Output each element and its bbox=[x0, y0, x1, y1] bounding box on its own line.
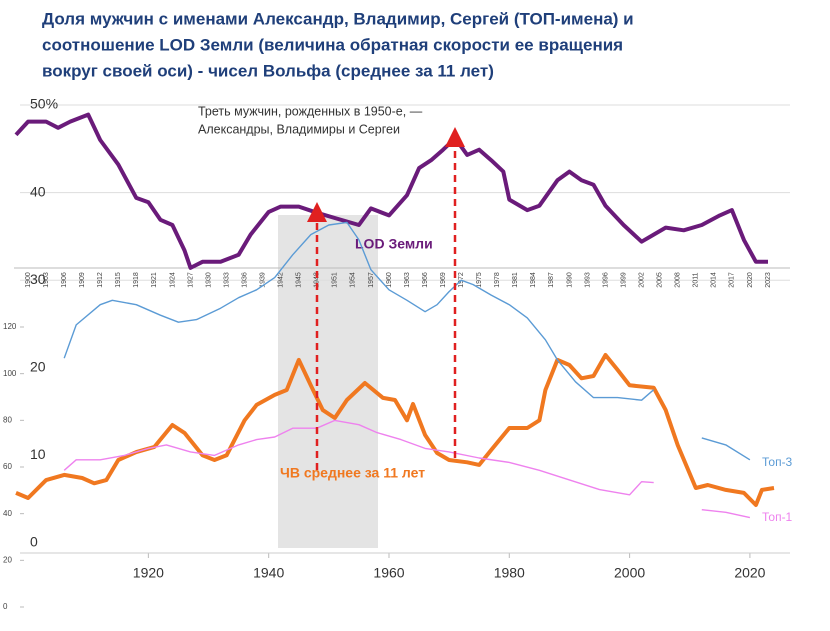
y-tick-label: 30 bbox=[30, 271, 46, 287]
y-tick-label: 10 bbox=[30, 446, 46, 462]
x-tick-label: 2020 bbox=[734, 565, 765, 581]
top-x-tick-label: 2002 bbox=[638, 272, 645, 288]
top-x-tick-label: 2023 bbox=[765, 272, 772, 288]
top-x-tick-label: 1924 bbox=[169, 272, 176, 288]
y-tick-label: 50% bbox=[30, 96, 58, 112]
chart-title: соотношение LOD Земли (величина обратная… bbox=[42, 35, 623, 54]
x-tick-label: 1960 bbox=[373, 565, 404, 581]
x-tick-label: 1940 bbox=[253, 565, 284, 581]
y2-tick-label: 40 bbox=[3, 509, 12, 518]
top-x-tick-label: 1969 bbox=[440, 272, 447, 288]
y2-tick-label: 100 bbox=[3, 369, 17, 378]
series-label: Топ-3 bbox=[762, 455, 793, 469]
top-x-tick-label: 1966 bbox=[422, 272, 429, 288]
series-line bbox=[63, 221, 751, 461]
top-x-tick-label: 1951 bbox=[332, 272, 339, 288]
series-line bbox=[14, 112, 768, 270]
y-tick-label: 0 bbox=[30, 534, 38, 550]
top-x-tick-label: 1927 bbox=[187, 272, 194, 288]
top-x-tick-label: 1915 bbox=[115, 272, 122, 288]
top-x-tick-label: 2014 bbox=[711, 272, 718, 288]
y2-tick-label: 120 bbox=[3, 322, 17, 331]
top-x-tick-label: 1939 bbox=[260, 272, 267, 288]
top-x-tick-label: 2008 bbox=[675, 272, 682, 288]
top-x-tick-label: 2020 bbox=[747, 272, 754, 288]
annotation: Треть мужчин, рожденных в 1950-е, — bbox=[198, 104, 423, 118]
top-x-tick-label: 1987 bbox=[548, 272, 555, 288]
y-tick-label: 20 bbox=[30, 359, 46, 375]
top-x-tick-label: 1975 bbox=[476, 272, 483, 288]
chart-title: вокруг своей оси) - чисел Вольфа (средне… bbox=[42, 61, 494, 80]
top-x-tick-label: 1990 bbox=[566, 272, 573, 288]
top-x-tick-label: 1957 bbox=[368, 272, 375, 288]
top-x-tick-label: 1960 bbox=[386, 272, 393, 288]
top-x-tick-label: 1999 bbox=[620, 272, 627, 288]
series-label: Топ-1 bbox=[762, 510, 793, 524]
top-x-tick-label: 1984 bbox=[530, 272, 537, 288]
series-label: ЧВ среднее за 11 лет bbox=[280, 465, 425, 481]
top-x-tick-label: 2011 bbox=[693, 272, 700, 287]
x-tick-label: 2000 bbox=[614, 565, 645, 581]
top-x-tick-label: 2017 bbox=[729, 272, 736, 288]
y2-tick-label: 80 bbox=[3, 415, 12, 424]
series-line bbox=[63, 419, 751, 519]
top-x-tick-label: 1900 bbox=[25, 272, 32, 288]
top-x-tick-label: 1996 bbox=[602, 272, 609, 288]
top-x-tick-label: 1912 bbox=[97, 272, 104, 288]
top-x-tick-label: 1963 bbox=[404, 272, 411, 288]
annotation: Александры, Владимиры и Сергеи bbox=[198, 122, 400, 136]
x-tick-label: 1980 bbox=[494, 565, 525, 581]
chart-title: Доля мужчин с именами Александр, Владими… bbox=[42, 9, 634, 28]
top-x-tick-label: 1954 bbox=[350, 272, 357, 288]
top-x-tick-label: 2005 bbox=[657, 272, 664, 288]
y2-tick-label: 60 bbox=[3, 462, 12, 471]
top-x-tick-label: 1903 bbox=[43, 272, 50, 288]
y2-tick-label: 20 bbox=[3, 555, 12, 564]
top-x-tick-label: 1921 bbox=[151, 272, 158, 288]
top-x-tick-label: 1930 bbox=[205, 272, 212, 288]
top-x-tick-label: 1978 bbox=[494, 272, 501, 288]
x-tick-label: 1920 bbox=[133, 565, 164, 581]
top-x-tick-label: 1909 bbox=[79, 272, 86, 288]
top-x-tick-label: 1936 bbox=[241, 272, 248, 288]
top-x-tick-label: 1948 bbox=[314, 272, 321, 288]
top-x-tick-label: 1981 bbox=[512, 272, 519, 288]
top-x-tick-label: 1942 bbox=[278, 272, 285, 288]
y-tick-label: 40 bbox=[30, 183, 46, 199]
top-x-tick-label: 1933 bbox=[223, 272, 230, 288]
series-line bbox=[15, 353, 775, 507]
top-x-tick-label: 1918 bbox=[133, 272, 140, 288]
top-x-tick-label: 1993 bbox=[584, 272, 591, 288]
top-x-tick-label: 1945 bbox=[296, 272, 303, 288]
highlight-band bbox=[278, 215, 378, 548]
y2-tick-label: 0 bbox=[3, 602, 8, 611]
top-x-tick-label: 1906 bbox=[61, 272, 68, 288]
series-label: LOD Земли bbox=[355, 236, 433, 252]
